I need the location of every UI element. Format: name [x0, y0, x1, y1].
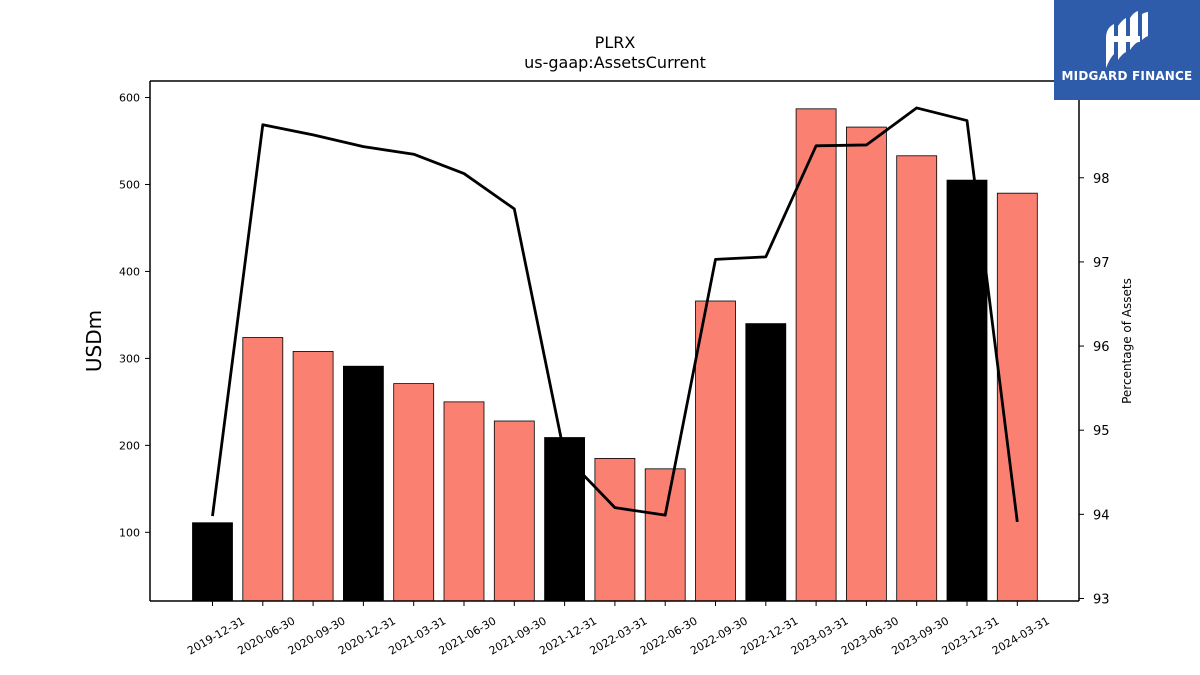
y2-tick-label: 98 [1093, 172, 1110, 187]
bar [594, 457, 636, 602]
midgard-logo-icon [1106, 11, 1148, 68]
bar [795, 108, 837, 602]
bar [242, 337, 284, 602]
chart-title: PLRX [595, 33, 636, 52]
y2-tick-label: 96 [1093, 340, 1110, 355]
x-tick-label: 2024-03-31 [990, 614, 1052, 657]
bar [544, 437, 585, 602]
y-tick-label: 200 [119, 439, 140, 452]
bar [846, 126, 887, 602]
y-axis-label: USDm [82, 310, 106, 372]
bar [695, 300, 736, 602]
y-tick-label: 500 [119, 178, 140, 191]
bar [946, 179, 988, 602]
bar [393, 383, 435, 602]
y2-tick-label: 94 [1093, 508, 1110, 523]
logo-text: MIDGARD FINANCE [1061, 69, 1193, 83]
y2-tick-label: 97 [1093, 256, 1110, 271]
bar [644, 468, 686, 602]
bar [443, 401, 485, 602]
y-tick-label: 400 [119, 265, 140, 278]
bar [493, 420, 535, 602]
bar [745, 323, 787, 602]
y2-axis-label: Percentage of Assets [1120, 278, 1134, 404]
chart-subtitle: us-gaap:AssetsCurrent [524, 53, 706, 72]
bar [996, 192, 1038, 602]
bar [192, 522, 233, 602]
y-tick-label: 100 [119, 526, 140, 539]
bar [342, 365, 384, 602]
y2-tick-label: 95 [1093, 424, 1110, 439]
midgard-finance-logo: MIDGARD FINANCE [1054, 0, 1200, 100]
y-tick-label: 300 [119, 352, 140, 365]
y2-tick-label: 93 [1093, 592, 1110, 607]
y-tick-label: 600 [119, 92, 140, 105]
bar [896, 155, 938, 602]
series-line [211, 106, 1019, 523]
bar [292, 351, 334, 602]
